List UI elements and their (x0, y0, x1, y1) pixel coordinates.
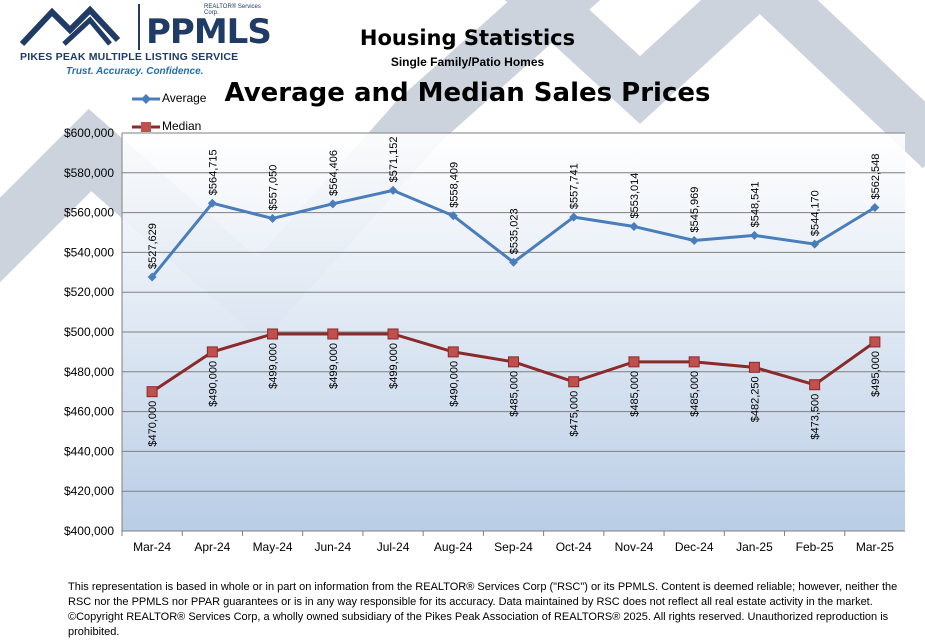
x-tick-label: Jun-24 (314, 540, 351, 554)
logo-divider (138, 4, 140, 50)
data-label-average: $553,014 (629, 173, 641, 219)
legend-median-marker (132, 122, 160, 132)
data-label-average: $564,715 (207, 149, 219, 195)
data-label-average: $544,170 (810, 190, 822, 236)
y-tick-label: $520,000 (64, 285, 114, 299)
data-label-average: $535,023 (509, 208, 521, 254)
data-point-median (688, 356, 700, 368)
data-label-median: $495,000 (870, 351, 882, 397)
chart-heading: Average and Median Sales Prices (224, 78, 711, 108)
data-point-average (749, 230, 759, 240)
y-tick-label: $580,000 (64, 166, 114, 180)
data-label-median: $485,000 (689, 371, 701, 417)
data-label-average: $558,409 (448, 162, 460, 208)
data-label-median: $499,000 (328, 343, 340, 389)
legend-median-label: Median (162, 119, 202, 133)
footer-disclaimer: This representation is based in whole or… (68, 581, 898, 638)
line-chart: $400,000 $420,000 $440,000 $460,000 $480,000… (64, 126, 905, 554)
data-point-average (870, 203, 880, 213)
x-tick-label: May-24 (253, 540, 293, 554)
legend-average-marker (132, 94, 160, 104)
x-tick-label: Apr-24 (194, 540, 230, 554)
data-point-average (569, 212, 579, 222)
logo-org-name: PIKES PEAK MULTIPLE LISTING SERVICE (20, 51, 239, 63)
data-label-median: $499,000 (388, 343, 400, 389)
data-label-median: $473,500 (810, 394, 822, 440)
data-label-median: $482,250 (749, 376, 761, 422)
x-tick-label: Nov-24 (615, 540, 654, 554)
data-label-median: $485,000 (509, 371, 521, 417)
data-label-median: $470,000 (147, 401, 159, 447)
data-label-median: $490,000 (207, 361, 219, 407)
data-point-average (509, 257, 518, 267)
data-label-average: $545,969 (689, 187, 701, 233)
data-point-median (809, 379, 821, 391)
x-tick-label: Oct-24 (556, 540, 592, 554)
data-label-median: $499,000 (268, 343, 280, 389)
x-tick-label: Aug-24 (434, 540, 473, 554)
data-label-average: $562,548 (870, 154, 882, 200)
data-point-average (207, 198, 217, 208)
data-point-average (810, 239, 820, 249)
data-point-average (268, 213, 278, 223)
y-tick-label: $540,000 (64, 245, 114, 259)
y-tick-label: $400,000 (64, 524, 114, 538)
y-tick-label: $420,000 (64, 484, 114, 498)
data-point-median (628, 356, 640, 368)
data-point-average (147, 272, 157, 282)
y-tick-label: $560,000 (64, 206, 114, 220)
x-tick-label: Dec-24 (675, 540, 714, 554)
logo-company: REALTOR® Services Corp. (204, 4, 261, 16)
data-point-median (206, 346, 218, 358)
data-label-average: $527,629 (147, 223, 159, 269)
data-point-average (328, 199, 338, 209)
data-point-median (508, 356, 519, 368)
data-label-average: $557,741 (569, 163, 581, 209)
data-point-median (748, 361, 760, 373)
x-tick-label: Feb-25 (796, 540, 834, 554)
x-tick-label: Mar-25 (856, 540, 894, 554)
chart-subtitle: Single Family/Patio Homes (390, 55, 545, 69)
chart-title: Housing Statistics (359, 26, 576, 50)
y-tick-label: $600,000 (64, 126, 114, 140)
data-label-average: $557,050 (268, 165, 280, 211)
legend-average-label: Average (162, 91, 207, 105)
logo-brand: PPMLS (146, 12, 272, 52)
data-point-median (869, 336, 881, 348)
data-label-median: $490,000 (448, 361, 460, 407)
y-tick-label: $500,000 (64, 325, 114, 339)
mountain-logo-icon (19, 5, 121, 47)
x-tick-label: Jul-24 (377, 540, 410, 554)
data-point-median (327, 328, 339, 340)
data-point-median (447, 346, 459, 358)
x-tick-label: Mar-24 (133, 540, 171, 554)
data-point-median (146, 386, 158, 398)
data-label-median: $475,000 (569, 391, 581, 437)
data-label-average: $548,541 (749, 182, 761, 228)
logo-tagline: Trust. Accuracy. Confidence. (66, 66, 204, 77)
y-tick-label: $480,000 (64, 365, 114, 379)
data-label-average: $564,406 (328, 150, 340, 196)
data-point-average (388, 185, 398, 195)
data-point-average (629, 222, 639, 232)
data-point-average (448, 211, 458, 221)
data-point-median (267, 328, 279, 340)
x-tick-label: Sep-24 (494, 540, 533, 554)
data-label-average: $571,152 (388, 137, 400, 183)
data-point-average (689, 236, 699, 246)
y-tick-label: $460,000 (64, 405, 114, 419)
data-label-median: $485,000 (629, 371, 641, 417)
y-tick-label: $440,000 (64, 444, 114, 458)
data-point-median (387, 328, 399, 340)
x-tick-label: Jan-25 (736, 540, 773, 554)
ppmls-logo: REALTOR® Services Corp. PPMLS PIKES PEAK… (14, 4, 272, 78)
data-point-median (568, 376, 580, 388)
